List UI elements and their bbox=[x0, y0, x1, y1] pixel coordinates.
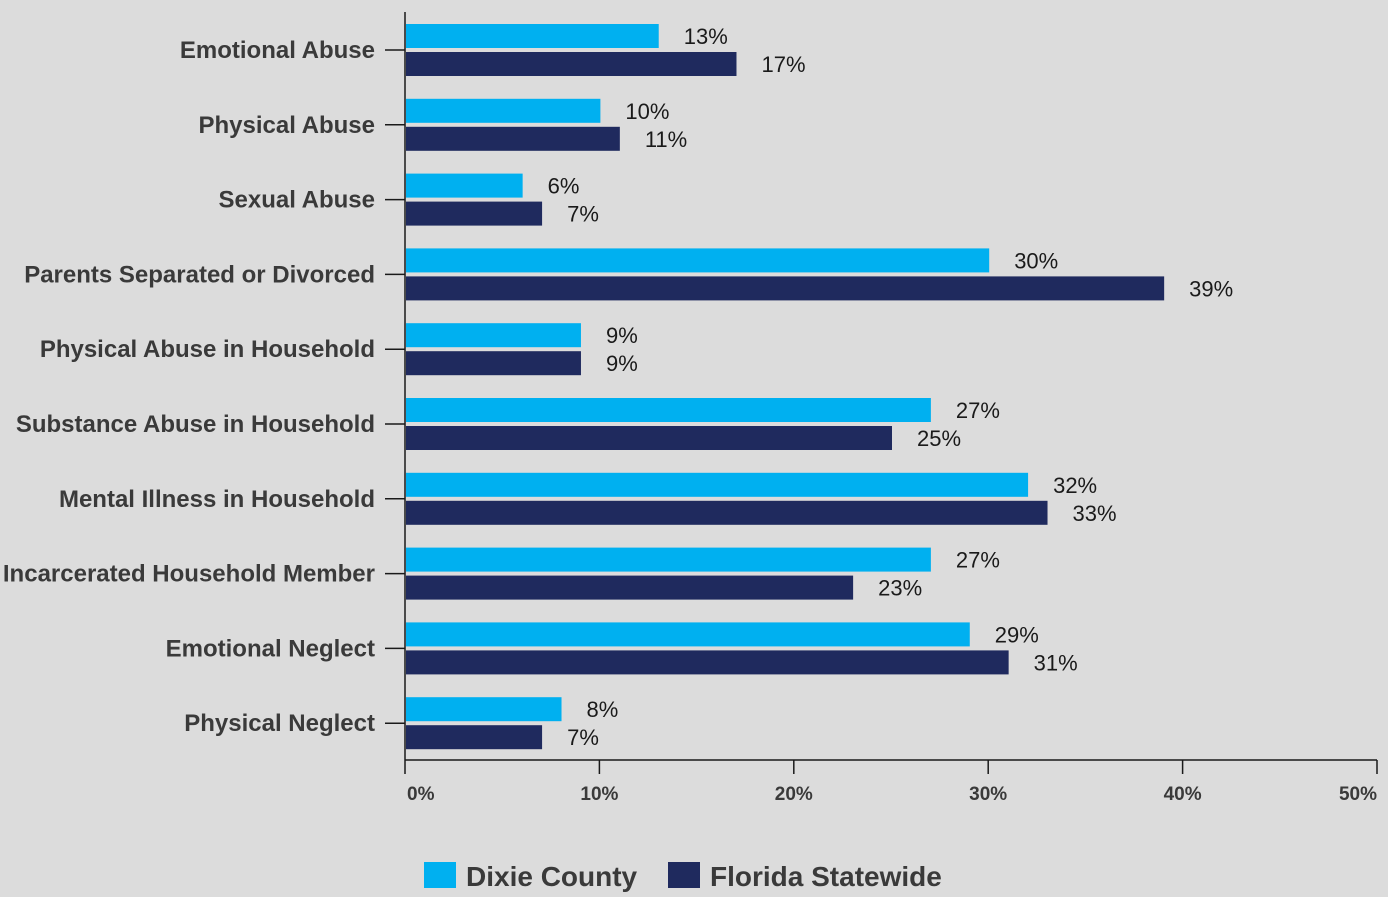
category-label: Mental Illness in Household bbox=[59, 486, 375, 513]
bar-florida-statewide bbox=[406, 201, 543, 226]
bar-florida-statewide bbox=[406, 52, 737, 76]
bar-dixie-county bbox=[406, 547, 931, 572]
data-label: 27% bbox=[956, 548, 1000, 573]
category-label: Physical Abuse in Household bbox=[40, 336, 375, 363]
x-tick-label: 0% bbox=[407, 784, 435, 805]
x-tick-label: 30% bbox=[969, 784, 1007, 805]
bar-florida-statewide bbox=[406, 426, 892, 450]
category-label: Incarcerated Household Member bbox=[3, 561, 375, 588]
x-tick-label: 10% bbox=[580, 784, 618, 805]
bar-dixie-county bbox=[406, 98, 601, 123]
data-label: 25% bbox=[917, 426, 961, 451]
bar-florida-statewide bbox=[406, 725, 543, 750]
data-label: 30% bbox=[1014, 248, 1058, 273]
x-tick-label: 50% bbox=[1339, 784, 1377, 805]
category-label: Physical Abuse bbox=[198, 112, 375, 139]
legend-label: Dixie County bbox=[466, 861, 638, 892]
bar-dixie-county bbox=[406, 472, 1029, 497]
data-label: 17% bbox=[761, 52, 805, 77]
data-label: 8% bbox=[587, 697, 619, 722]
bar-dixie-county bbox=[406, 323, 581, 348]
category-label: Physical Neglect bbox=[184, 710, 375, 737]
bar-dixie-county bbox=[406, 24, 659, 48]
legend-swatch bbox=[668, 862, 700, 888]
data-label: 6% bbox=[548, 174, 580, 199]
category-label: Substance Abuse in Household bbox=[16, 411, 375, 438]
data-label: 9% bbox=[606, 323, 638, 348]
category-label: Parents Separated or Divorced bbox=[24, 261, 375, 288]
data-label: 9% bbox=[606, 351, 638, 376]
bar-dixie-county bbox=[406, 697, 562, 722]
legend-label: Florida Statewide bbox=[710, 861, 942, 892]
data-label: 13% bbox=[684, 24, 728, 49]
category-label: Emotional Abuse bbox=[180, 37, 375, 64]
bar-dixie-county bbox=[406, 173, 523, 198]
data-label: 39% bbox=[1189, 276, 1233, 301]
bar-florida-statewide bbox=[406, 650, 1009, 675]
x-tick-label: 40% bbox=[1164, 784, 1202, 805]
category-label: Emotional Neglect bbox=[166, 635, 375, 662]
data-label: 31% bbox=[1034, 650, 1078, 675]
bar-florida-statewide bbox=[406, 575, 854, 600]
bar-dixie-county bbox=[406, 248, 990, 273]
legend-swatch bbox=[424, 862, 456, 888]
bar-dixie-county bbox=[406, 398, 931, 422]
category-label: Sexual Abuse bbox=[218, 187, 375, 214]
data-label: 7% bbox=[567, 202, 599, 227]
x-tick-label: 20% bbox=[775, 784, 813, 805]
data-label: 10% bbox=[625, 99, 669, 124]
bar-florida-statewide bbox=[406, 500, 1048, 525]
bar-dixie-county bbox=[406, 622, 970, 647]
data-label: 7% bbox=[567, 725, 599, 750]
bar-florida-statewide bbox=[406, 126, 620, 151]
bar-florida-statewide bbox=[406, 276, 1165, 301]
bar-florida-statewide bbox=[406, 351, 581, 376]
data-label: 32% bbox=[1053, 473, 1097, 498]
data-label: 33% bbox=[1073, 501, 1117, 526]
data-label: 27% bbox=[956, 398, 1000, 423]
data-label: 23% bbox=[878, 576, 922, 601]
data-label: 11% bbox=[645, 127, 687, 152]
data-label: 29% bbox=[995, 622, 1039, 647]
